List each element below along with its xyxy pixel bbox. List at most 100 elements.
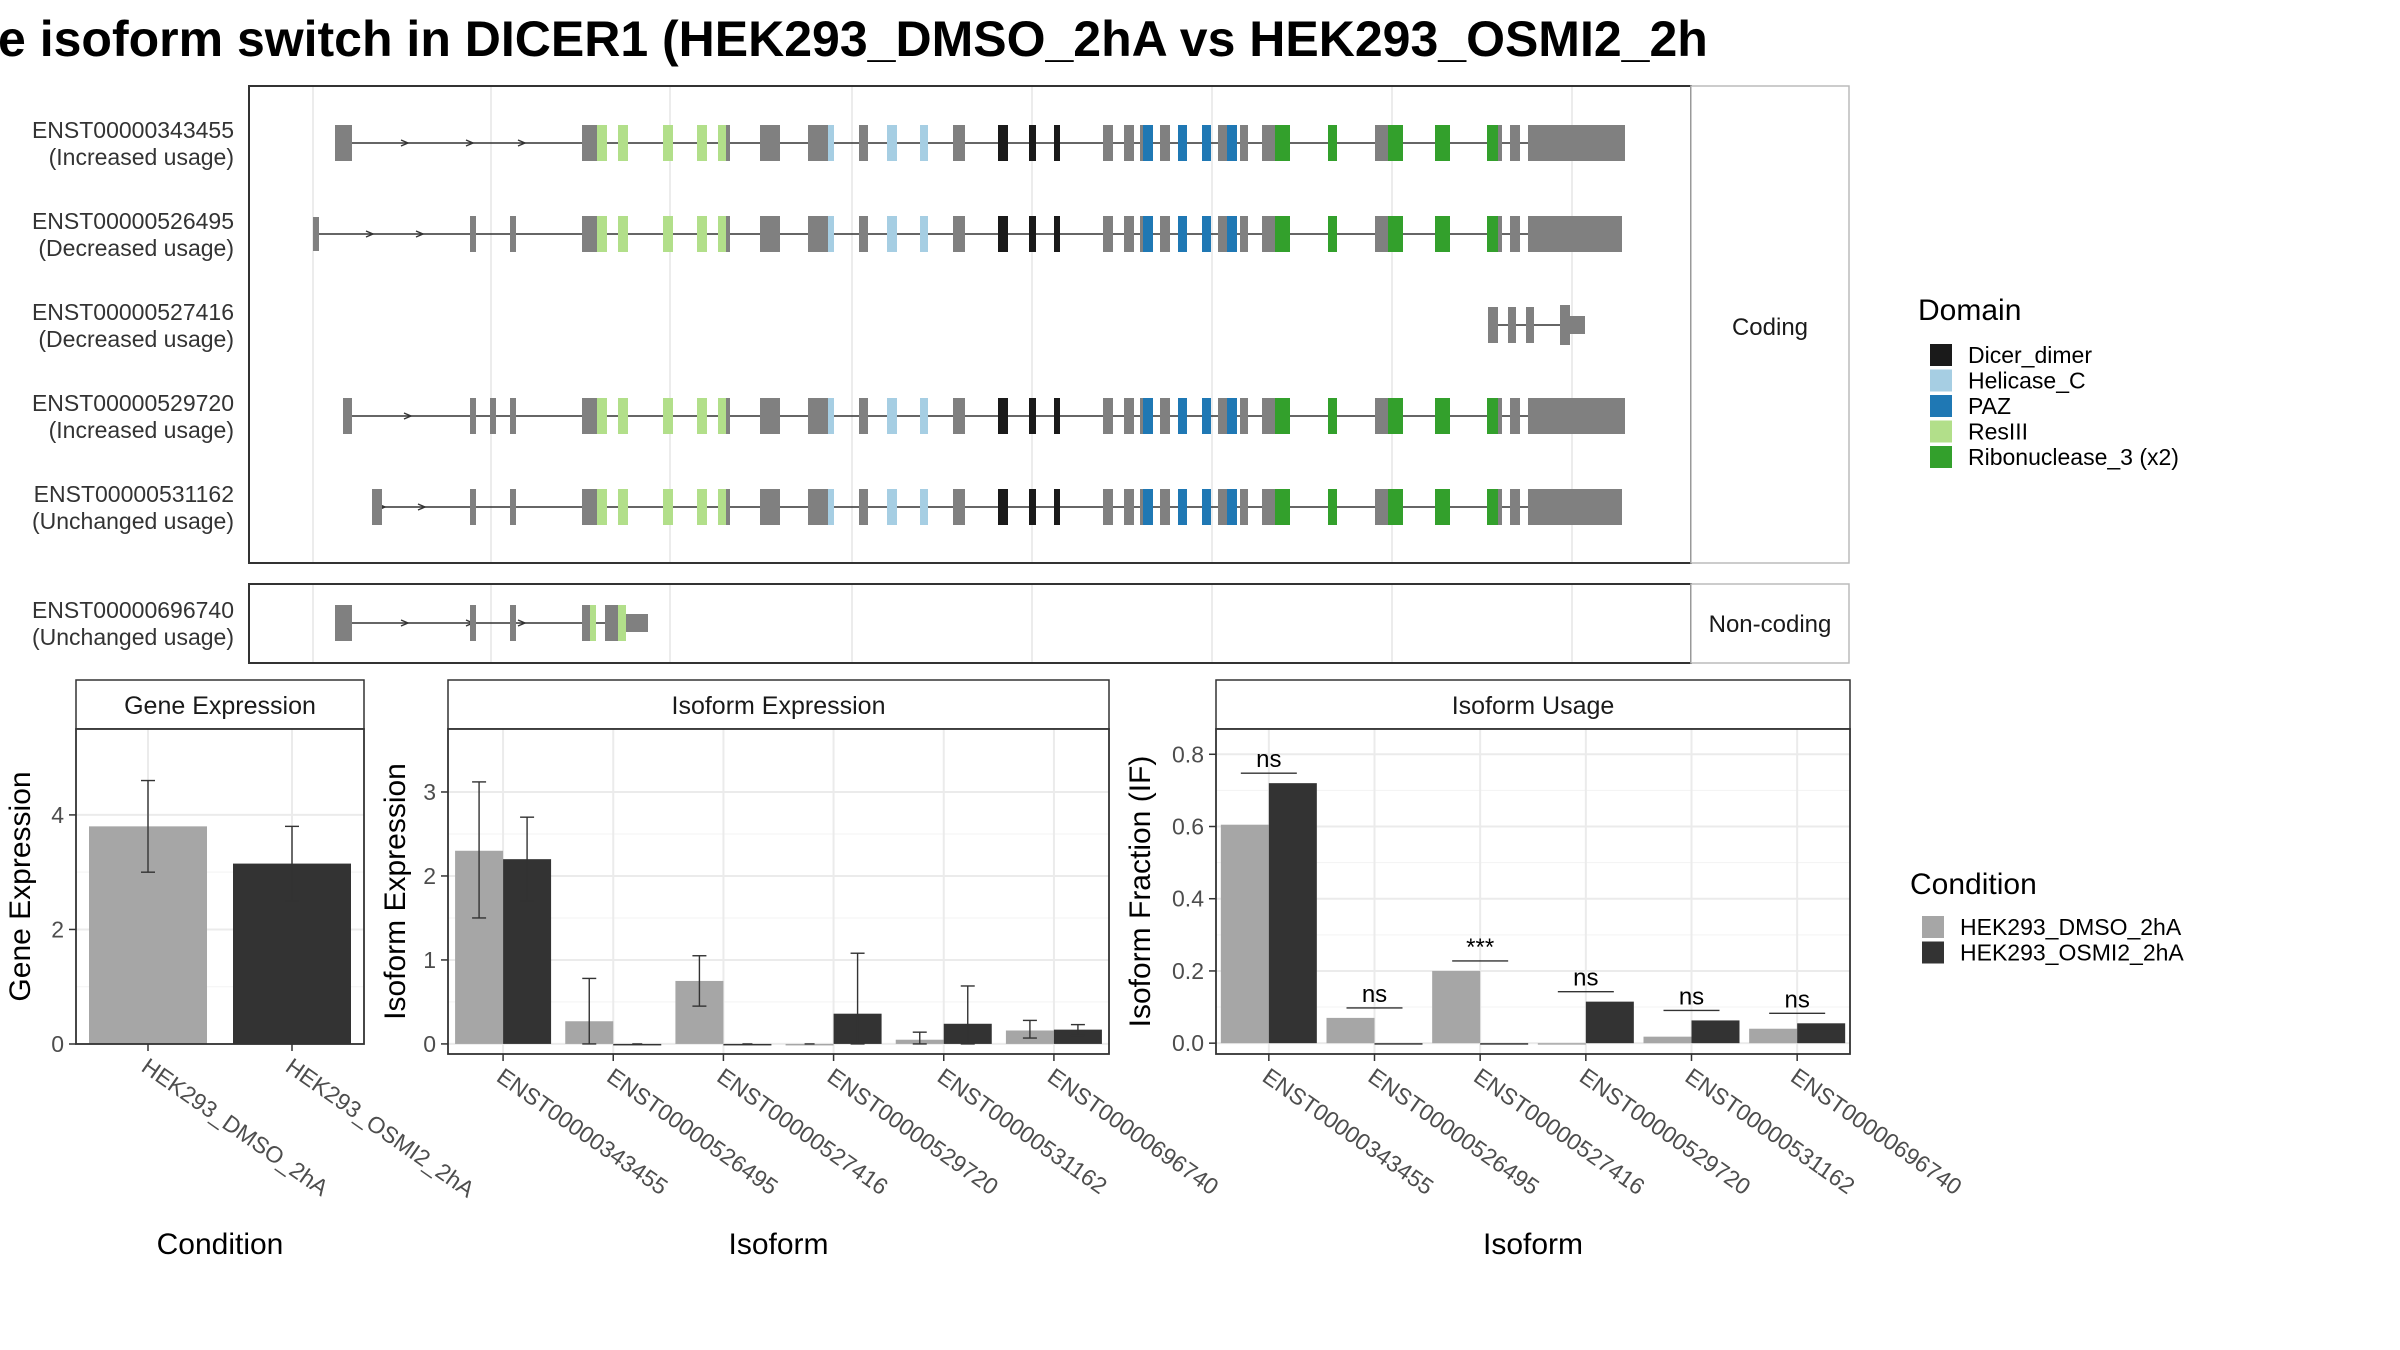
exon-2-2 — [1526, 307, 1534, 343]
exon-3-22 — [597, 398, 607, 434]
exon-0-30 — [1143, 125, 1153, 161]
exon-1-8 — [953, 216, 965, 252]
plot-background — [1216, 729, 1850, 1054]
signif-label-0: ns — [1256, 746, 1281, 773]
xtick-label-5: ENST00000696740 — [1786, 1063, 1966, 1200]
chart-strip-title: Gene Expression — [124, 692, 316, 720]
noncoding-strip-label: Non-coding — [1709, 611, 1832, 638]
exon-0-10 — [1160, 125, 1170, 161]
signif-label-2: *** — [1466, 934, 1494, 961]
exon-0-25 — [887, 125, 897, 161]
exon-4-10 — [1124, 489, 1134, 525]
exon-2-4 — [1570, 316, 1585, 334]
exon-3-7 — [808, 398, 830, 434]
ytick-label-1: 1 — [423, 947, 436, 973]
coding-strip-label: Coding — [1732, 314, 1808, 341]
exon-3-41 — [1487, 398, 1498, 434]
exon-1-29 — [998, 216, 1008, 252]
exon-1-3 — [582, 216, 597, 252]
noncoding-strip — [1690, 583, 1850, 664]
exon-3-15 — [1240, 398, 1248, 434]
coding-label-usage-0: (Increased usage) — [49, 144, 234, 170]
exon-1-27 — [887, 216, 897, 252]
domain-legend-label-4: Ribonuclease_3 (x2) — [1968, 444, 2179, 470]
exon-0-21 — [663, 125, 673, 161]
exon-4-14 — [1240, 489, 1248, 525]
exon-nc-6 — [590, 605, 596, 641]
xtick-label-2: ENST00000527416 — [1469, 1063, 1649, 1200]
exon-4-2 — [510, 489, 516, 525]
noncoding-label-id-0: ENST00000696740 — [32, 597, 234, 623]
exon-nc-2 — [510, 605, 516, 641]
exon-0-28 — [1029, 125, 1036, 161]
bar-1-3 — [1585, 1001, 1634, 1044]
exon-0-7 — [1103, 125, 1113, 161]
strand-arrow-1-0 — [365, 230, 375, 238]
exon-1-32 — [1143, 216, 1153, 252]
bar-1-5 — [1053, 1029, 1102, 1044]
exon-4-20 — [1532, 489, 1622, 525]
bar-1-5 — [1797, 1023, 1846, 1044]
exon-3-40 — [1435, 398, 1450, 434]
xtick-label-4: ENST00000531162 — [1681, 1063, 1860, 1199]
chart-strip-title: Isoform Expression — [672, 692, 886, 720]
strand-arrow-4-1 — [417, 503, 427, 511]
ytick-label-3: 3 — [423, 779, 436, 805]
coding-grid — [312, 87, 1573, 562]
exon-1-1 — [470, 216, 476, 252]
coding-panel-frame — [248, 85, 1692, 564]
exon-4-25 — [718, 489, 726, 525]
exon-0-33 — [1227, 125, 1237, 161]
exon-0-22 — [697, 125, 707, 161]
bar-0-3 — [785, 1043, 834, 1046]
exon-4-23 — [663, 489, 673, 525]
exon-0-4 — [808, 125, 830, 161]
exon-0-8 — [1124, 125, 1134, 161]
exon-4-36 — [1275, 489, 1290, 525]
xtick-label-1: ENST00000526495 — [1364, 1063, 1544, 1200]
exon-1-18 — [1510, 216, 1520, 252]
exon-0-38 — [1487, 125, 1498, 161]
noncoding-label-usage-0: (Unchanged usage) — [32, 624, 234, 650]
noncoding-transcript-labels: ENST00000696740(Unchanged usage) — [32, 597, 234, 650]
coding-transcript-labels: ENST00000343455(Increased usage)ENST0000… — [32, 117, 234, 534]
exon-0-12 — [1240, 125, 1248, 161]
domain-legend-label-1: Helicase_C — [1968, 368, 2086, 394]
exon-2-1 — [1508, 307, 1516, 343]
exon-1-38 — [1388, 216, 1403, 252]
exon-3-6 — [760, 398, 780, 434]
exon-4-24 — [697, 489, 707, 525]
domain-legend-title: Domain — [1918, 294, 2021, 327]
bar-0-4 — [1643, 1036, 1692, 1044]
exon-4-39 — [1435, 489, 1450, 525]
ytick-label-3: 0.6 — [1172, 814, 1204, 840]
exon-3-28 — [887, 398, 897, 434]
bar-1-2 — [1480, 1043, 1529, 1045]
bar-0-0 — [1220, 824, 1269, 1044]
coding-label-id-1: ENST00000526495 — [32, 208, 234, 234]
exon-0-23 — [718, 125, 726, 161]
exon-1-13 — [1218, 216, 1228, 252]
strand-arrow-nc-2 — [517, 619, 527, 627]
exon-3-27 — [828, 398, 834, 434]
exon-1-36 — [1275, 216, 1290, 252]
exon-4-29 — [998, 489, 1008, 525]
exon-4-27 — [887, 489, 897, 525]
coding-label-usage-2: (Decreased usage) — [38, 326, 234, 352]
exon-4-13 — [1218, 489, 1228, 525]
plot-frame — [447, 728, 1110, 1055]
exon-nc-5 — [625, 614, 648, 632]
coding-strip — [1690, 85, 1850, 564]
exon-3-29 — [920, 398, 928, 434]
exon-4-6 — [808, 489, 830, 525]
exon-1-12 — [1160, 216, 1170, 252]
exon-0-29 — [1054, 125, 1060, 161]
signif-label-4: ns — [1679, 983, 1704, 1010]
exon-3-35 — [1202, 398, 1211, 434]
ytick-label-4: 0.8 — [1172, 741, 1204, 767]
ytick-label-0: 0 — [423, 1031, 436, 1057]
signif-label-5: ns — [1784, 986, 1809, 1013]
exon-0-26 — [920, 125, 928, 161]
x-axis-title: Condition — [157, 1228, 284, 1261]
exon-0-16 — [1510, 125, 1520, 161]
